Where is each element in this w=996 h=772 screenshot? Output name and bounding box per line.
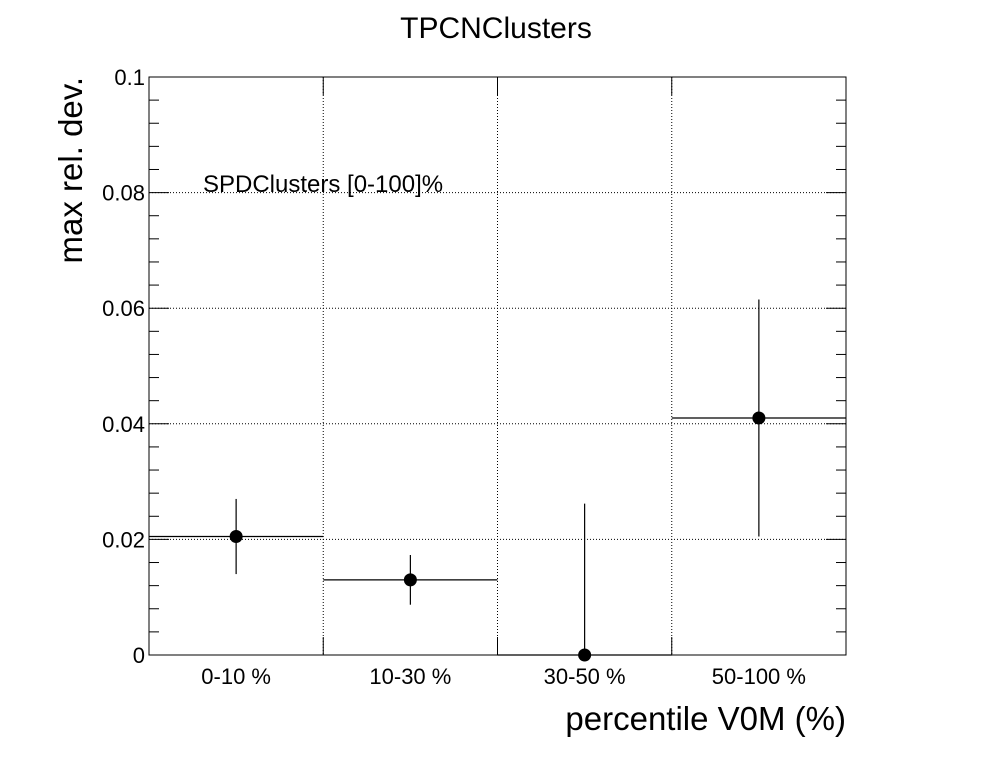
annotation-label: SPDClusters [0-100]% bbox=[203, 171, 443, 198]
chart-title: TPCNClusters bbox=[400, 12, 592, 45]
x-tick-label: 0-10 % bbox=[201, 664, 271, 689]
data-point bbox=[578, 648, 592, 662]
y-tick-label: 0 bbox=[133, 643, 145, 668]
data-point bbox=[752, 411, 766, 425]
x-axis-label: percentile V0M (%) bbox=[565, 700, 846, 737]
x-tick-label: 50-100 % bbox=[712, 664, 806, 689]
y-tick-label: 0.02 bbox=[102, 527, 145, 552]
data-marks bbox=[149, 299, 846, 662]
data-point bbox=[403, 573, 417, 587]
y-tick-label: 0.04 bbox=[102, 412, 145, 437]
x-tick-label: 10-30 % bbox=[369, 664, 451, 689]
grid bbox=[149, 77, 846, 655]
y-axis-label: max rel. dev. bbox=[52, 77, 89, 263]
data-point bbox=[229, 530, 243, 544]
y-tick-label: 0.08 bbox=[102, 181, 145, 206]
axis-ticks bbox=[148, 76, 847, 656]
y-tick-labels: 0 0.02 0.04 0.06 0.08 0.1 bbox=[102, 65, 145, 668]
x-tick-labels: 0-10 % 10-30 % 30-50 % 50-100 % bbox=[201, 664, 806, 689]
x-tick-label: 30-50 % bbox=[544, 664, 626, 689]
y-tick-label: 0.06 bbox=[102, 296, 145, 321]
y-tick-label: 0.1 bbox=[114, 65, 145, 90]
